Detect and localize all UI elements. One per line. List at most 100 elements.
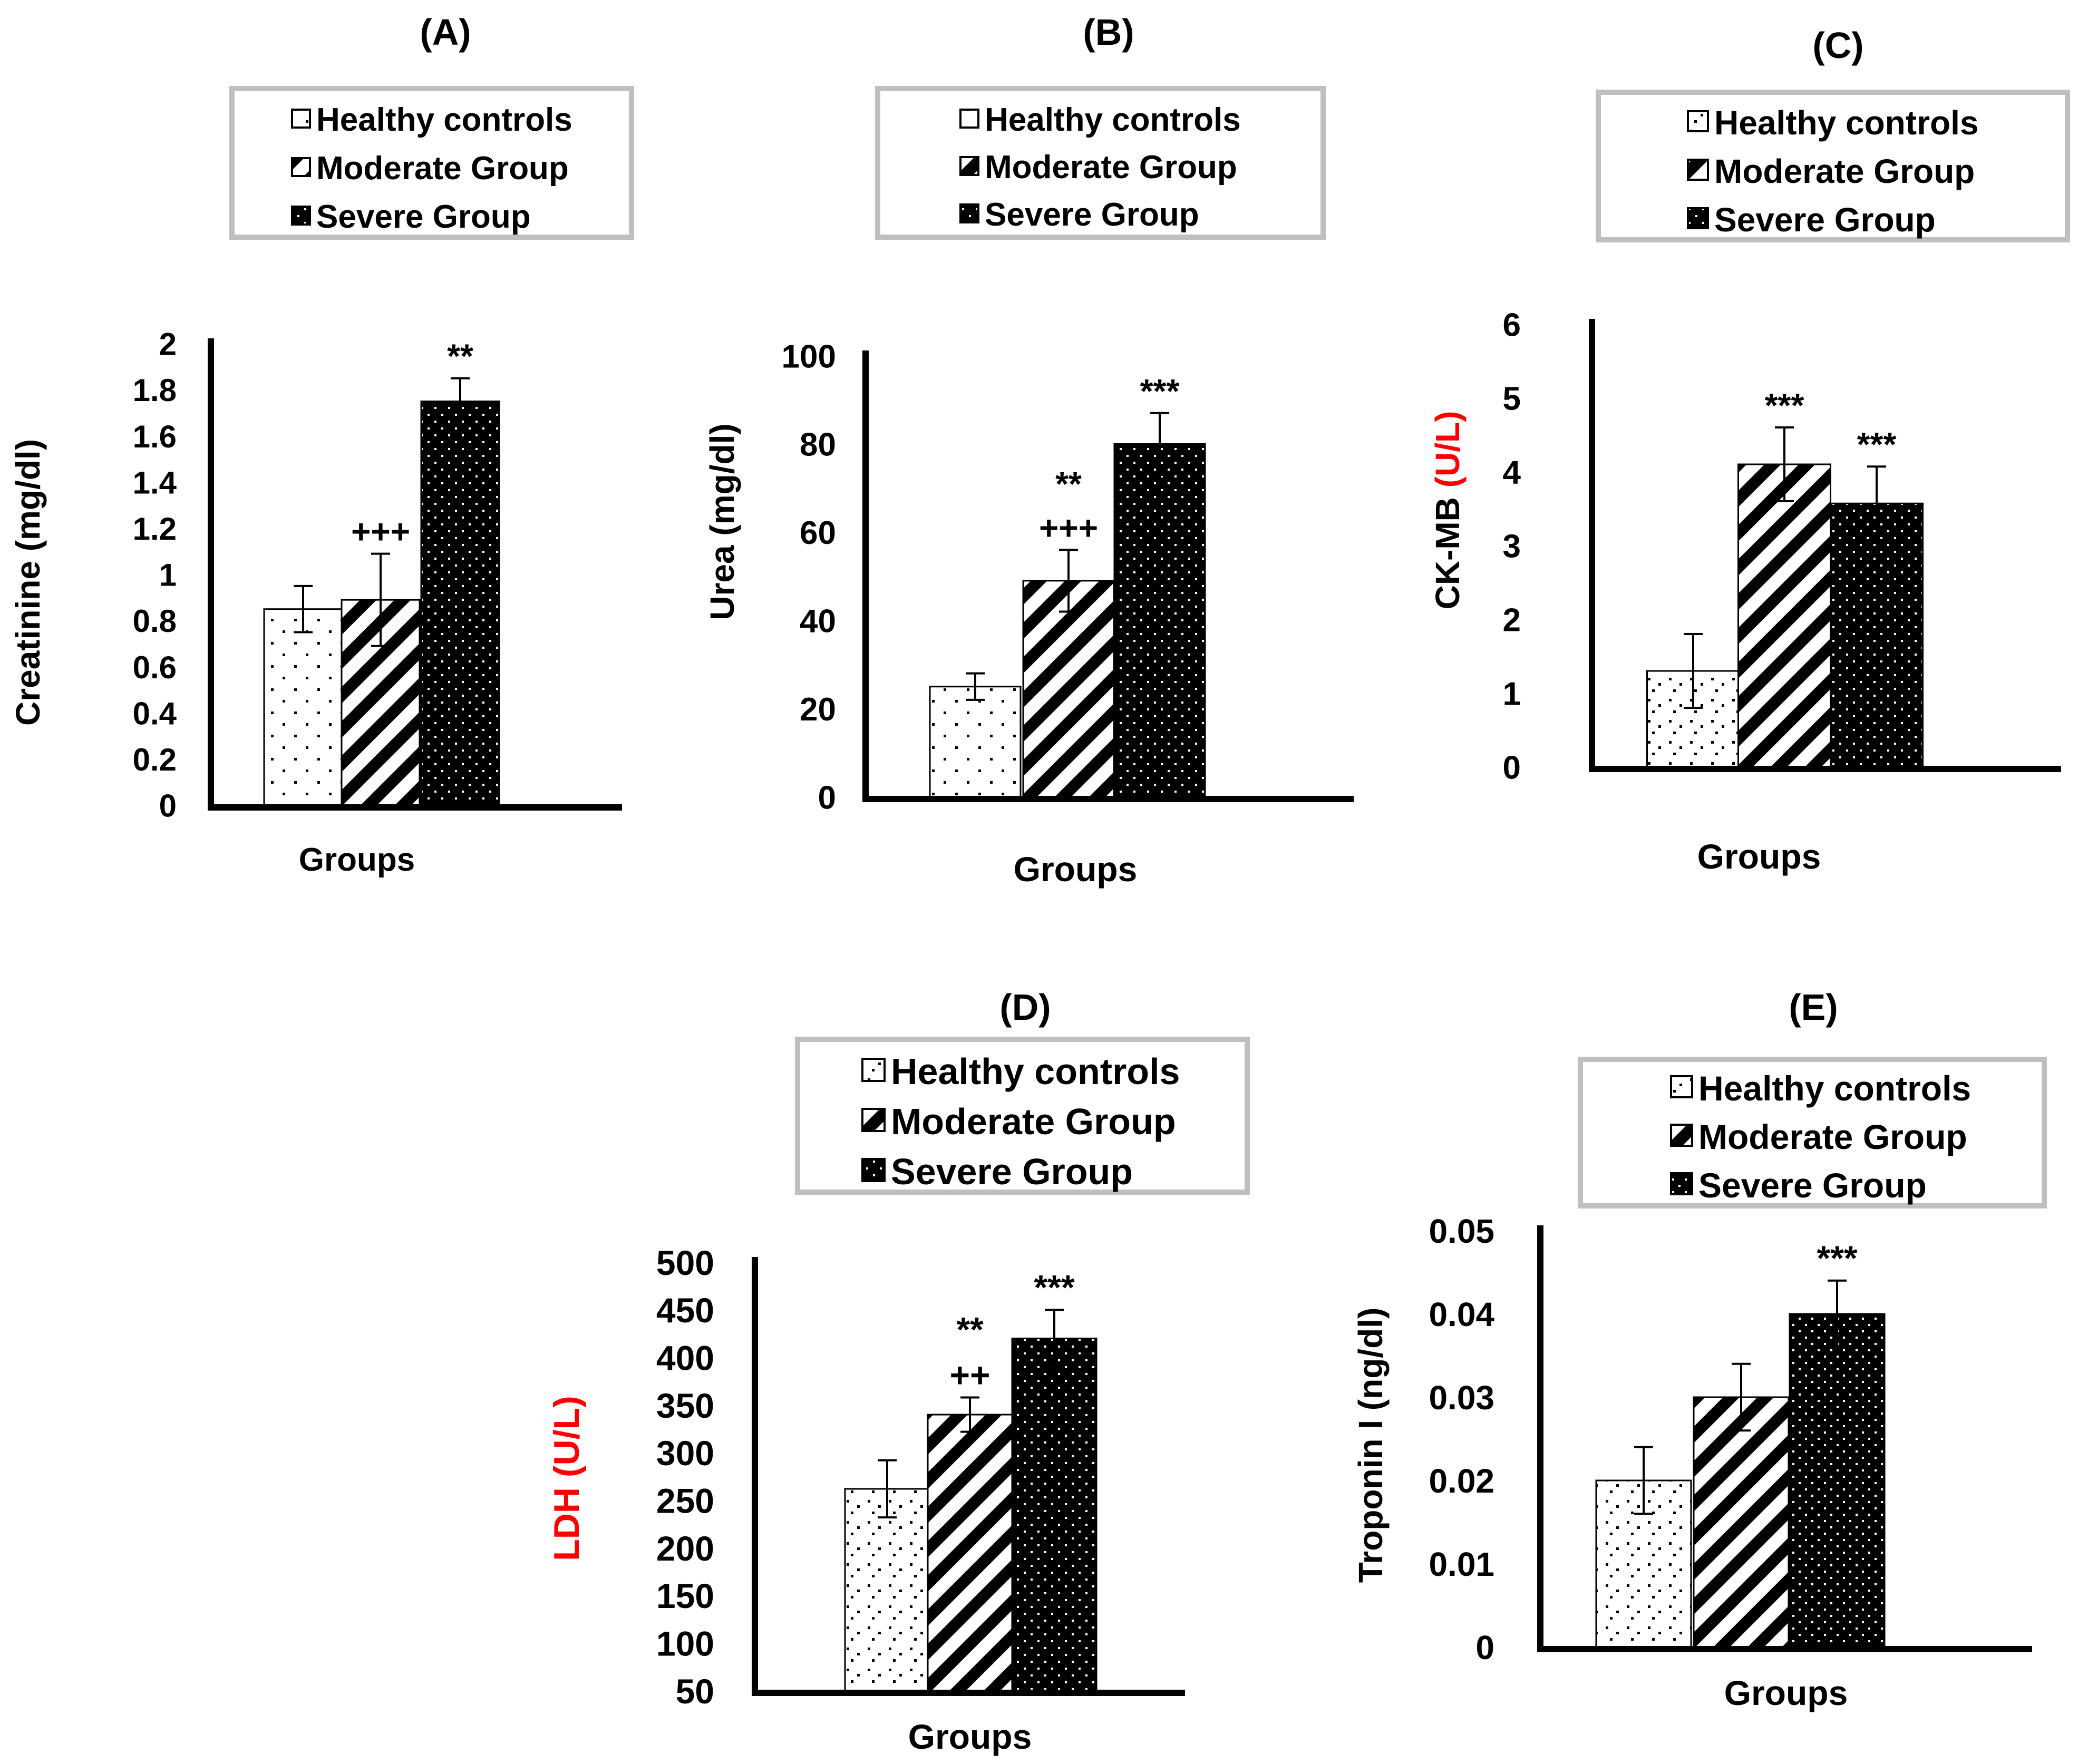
legend-swatch	[1687, 207, 1709, 229]
x-axis-label: Groups	[1724, 1673, 1848, 1712]
panel-title: (C)	[1812, 25, 1863, 66]
y-tick-label: 4	[1503, 454, 1521, 491]
panel-title: (B)	[1083, 12, 1134, 53]
legend-entry: Moderate Group	[891, 1101, 1176, 1142]
y-tick-label: 1	[1503, 676, 1521, 712]
y-tick-label: 0.05	[1429, 1212, 1494, 1250]
legend-swatch	[959, 203, 979, 223]
bar	[929, 686, 1022, 798]
legend-swatch	[861, 1158, 886, 1182]
legend-entry: Severe Group	[985, 197, 1199, 233]
legend-entry: Healthy controls	[985, 102, 1241, 138]
legend: Healthy controls Moderate Group Severe Gro…	[795, 1037, 1250, 1195]
significance-label: ***	[1857, 425, 1897, 463]
significance-label: ***	[1765, 386, 1804, 424]
y-tick-label: 0.4	[133, 696, 177, 731]
legend-entry: Severe Group	[1698, 1166, 1927, 1205]
legend-entry: Severe Group	[891, 1151, 1133, 1192]
y-tick-label: 60	[800, 515, 836, 551]
y-tick-label: 1	[159, 558, 177, 593]
y-tick-label: 0.04	[1429, 1295, 1494, 1333]
legend-swatch	[291, 157, 311, 177]
significance-label: ***	[1034, 1268, 1074, 1307]
y-tick-label: 250	[656, 1481, 714, 1520]
y-axis-label: Urea (mg/dl)	[703, 423, 741, 620]
legend-entry: Healthy controls	[1698, 1069, 1971, 1108]
legend-swatch	[291, 109, 311, 129]
bar	[1011, 1338, 1098, 1692]
y-tick-label: 40	[800, 603, 836, 640]
y-tick-label: 0.02	[1429, 1462, 1494, 1500]
y-tick-label: 2	[1503, 602, 1521, 638]
chart-panel-b: (B) Healthy controls Moderate Group Severe …	[703, 12, 1354, 889]
y-tick-label: 0	[818, 779, 836, 816]
y-tick-label: 0.03	[1429, 1379, 1494, 1417]
panel-title: (D)	[999, 987, 1051, 1028]
y-tick-label: 3	[1503, 528, 1521, 564]
chart-panel-a: (A) Healthy controls Moderate Group Severe …	[9, 12, 634, 878]
legend-swatch	[291, 206, 311, 226]
y-tick-label: 0.2	[133, 742, 177, 777]
y-tick-label: 6	[1503, 307, 1521, 343]
y-tick-label: 1.2	[133, 511, 177, 547]
legend-entry: Healthy controls	[1714, 104, 1978, 142]
y-axis-label-text: CK-MB	[1429, 488, 1467, 609]
y-tick-label: 0	[1503, 749, 1521, 786]
significance-label: **	[447, 337, 473, 375]
y-tick-label: 80	[800, 427, 836, 463]
y-tick-label: 200	[656, 1529, 714, 1568]
y-axis-label: Creatinine (mg/dl)	[9, 439, 47, 726]
y-axis-label: LDH (U/L)	[547, 1396, 587, 1561]
significance-label: **	[956, 1310, 984, 1349]
bar	[1022, 580, 1115, 798]
significance-label: ++	[949, 1356, 990, 1395]
y-axis-label-text: Urea (mg/dl)	[703, 423, 741, 620]
y-tick-label: 0	[1475, 1629, 1494, 1666]
x-axis-label: Groups	[299, 842, 415, 878]
legend: Healthy controls Moderate Group Severe Gro…	[1578, 1057, 2047, 1209]
legend-swatch	[1687, 110, 1709, 132]
legend-swatch	[861, 1108, 886, 1132]
bar	[263, 608, 343, 806]
significance-label: +++	[1039, 509, 1098, 547]
legend-swatch	[1670, 1172, 1693, 1195]
y-axis-label: CK-MB (U/L)	[1429, 411, 1467, 610]
x-axis-label: Groups	[908, 1717, 1032, 1756]
legend-frame	[1596, 90, 2070, 242]
legend-frame	[875, 86, 1326, 240]
y-axis-label-text: Creatinine (mg/dl)	[9, 439, 47, 726]
chart-panel-c: (C) Healthy controls Moderate Group Severe …	[1429, 25, 2070, 876]
y-axis-label: Troponin I (ng/dl)	[1352, 1308, 1390, 1583]
legend-swatch	[1670, 1124, 1693, 1147]
legend-entry: Moderate Group	[985, 149, 1237, 186]
y-axis-label-unit: (U/L)	[1429, 411, 1467, 488]
legend-swatch	[959, 156, 979, 176]
y-tick-label: 150	[656, 1576, 714, 1615]
y-axis-label-unit: LDH (U/L)	[547, 1396, 587, 1561]
y-tick-label: 450	[656, 1291, 714, 1330]
legend-entry: Severe Group	[316, 199, 531, 235]
y-tick-label: 5	[1503, 381, 1521, 417]
y-tick-label: 100	[782, 338, 836, 375]
legend-entry: Moderate Group	[1698, 1117, 1967, 1156]
y-tick-label: 2	[159, 327, 177, 362]
legend-entry: Moderate Group	[316, 150, 569, 187]
bar	[927, 1414, 1013, 1692]
y-tick-label: 1.8	[133, 373, 177, 408]
legend-swatch	[861, 1058, 886, 1082]
significance-label: **	[1055, 465, 1082, 503]
significance-label: ***	[1817, 1239, 1857, 1278]
bar	[844, 1488, 930, 1692]
bar	[1830, 502, 1924, 768]
y-tick-label: 350	[656, 1386, 714, 1425]
y-tick-label: 1.4	[133, 465, 177, 500]
y-tick-label: 500	[656, 1243, 714, 1282]
bar	[420, 401, 500, 806]
y-tick-label: 0.01	[1429, 1545, 1494, 1583]
y-tick-label: 50	[676, 1672, 714, 1711]
y-tick-label: 0.8	[133, 603, 177, 639]
chart-panel-e: (E) Healthy controls Moderate Group Severe …	[1352, 987, 2047, 1712]
legend-entry: Severe Group	[1714, 201, 1936, 239]
y-tick-label: 100	[656, 1624, 714, 1663]
